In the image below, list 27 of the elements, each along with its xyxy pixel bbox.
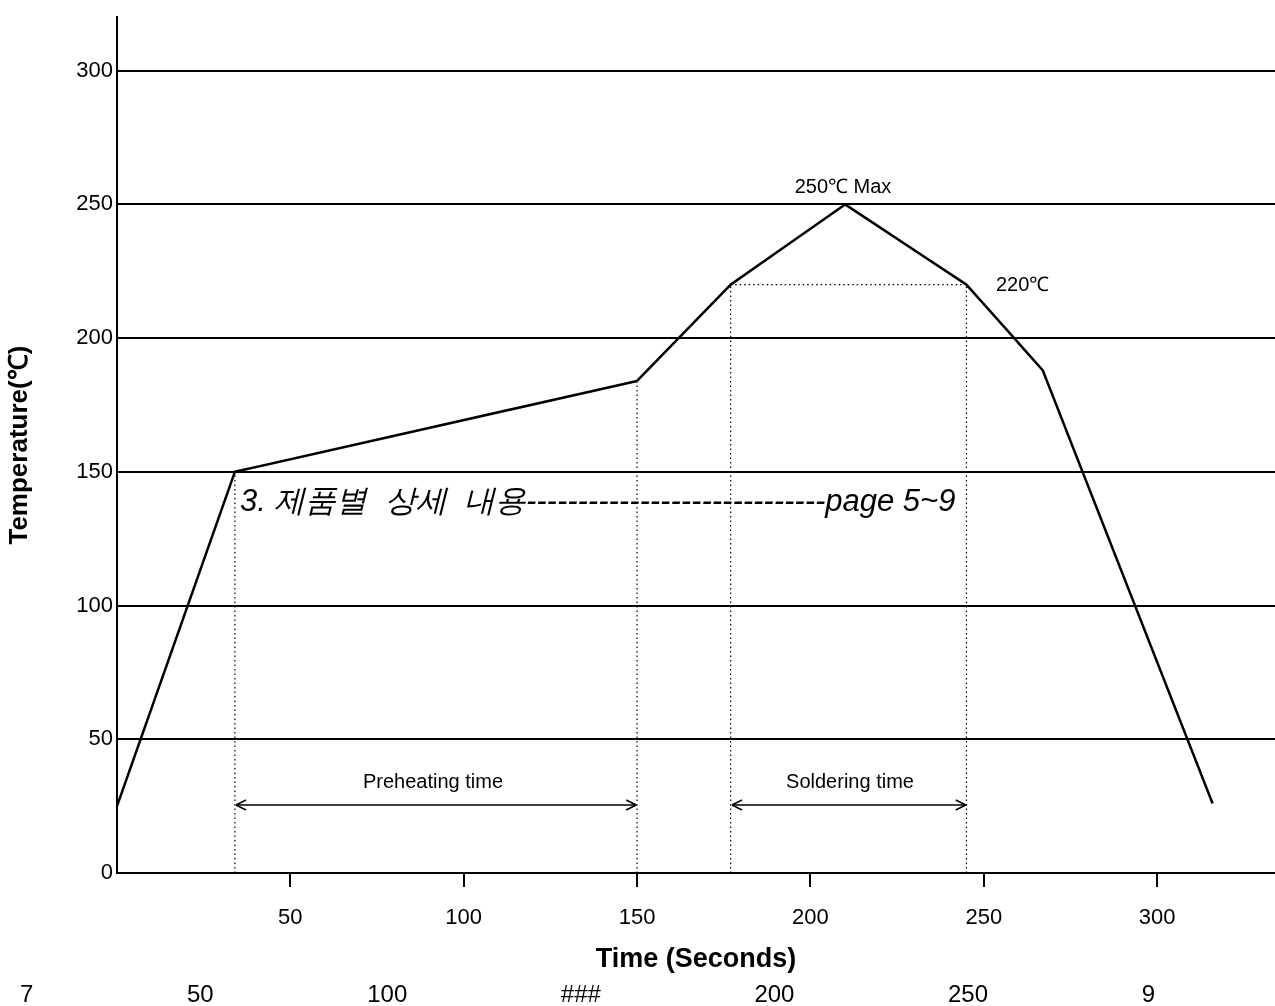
x-tick-label: 300: [1138, 904, 1176, 930]
x-tick-label: 50: [278, 904, 303, 930]
x-tick-label: 150: [618, 904, 656, 930]
x-tick-label: 200: [792, 904, 829, 930]
text: 100: [367, 980, 408, 1006]
text: 200: [754, 980, 795, 1006]
text: 7: [20, 980, 34, 1006]
y-tick-label: 300: [76, 56, 113, 82]
annotation: Soldering time: [786, 770, 914, 793]
text: 50: [186, 980, 214, 1006]
annotation: Preheating time: [362, 770, 504, 793]
y-axis-title: Temperature(℃): [2, 345, 33, 545]
y-tick-label: 100: [76, 591, 113, 617]
x-tick-label: 100: [445, 904, 483, 930]
x-axis-title: Time (Seconds): [595, 943, 797, 974]
annotation: 220℃: [996, 272, 1050, 297]
text: 250: [948, 980, 989, 1006]
text: 9: [1141, 980, 1155, 1006]
y-tick-label: 250: [76, 190, 113, 216]
x-tick-label: 250: [965, 904, 1003, 930]
y-tick-label: 150: [76, 457, 113, 483]
y-tick-label: 0: [100, 859, 113, 885]
y-tick-label: 200: [76, 324, 113, 350]
text: ###: [560, 980, 601, 1006]
y-tick-label: 50: [88, 725, 113, 751]
annotation: 250℃ Max: [794, 174, 892, 199]
annotation: 3. 제품별 상세 내용-----------------------------page 5~9: [240, 482, 956, 520]
